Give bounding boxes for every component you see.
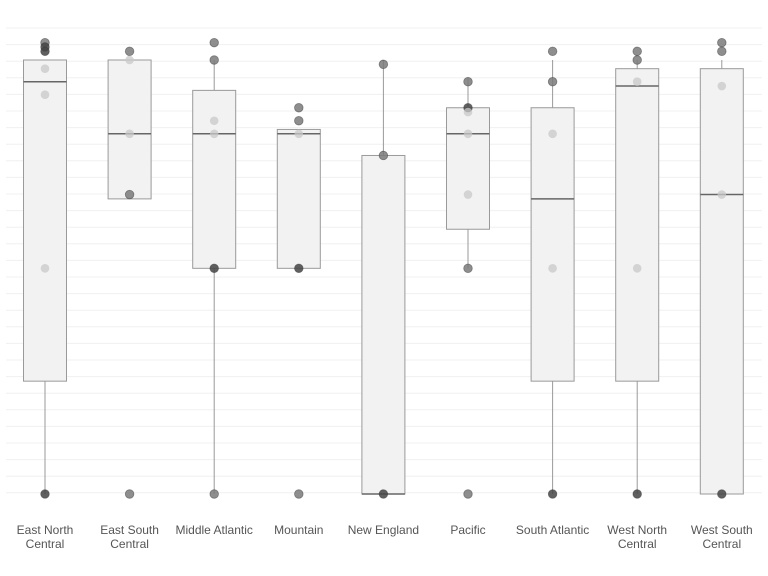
data-point [717,46,727,57]
x-tick-label-line: West North [607,523,667,537]
x-tick-label: Middle Atlantic [176,523,253,537]
x-tick-label-line: Central [702,537,741,551]
box-iqr [107,59,152,200]
data-point [717,81,727,91]
data-point [294,263,304,274]
box-iqr [23,59,67,382]
box-group [446,77,490,269]
x-tick-label-line: Middle Atlantic [176,523,253,537]
box-group [361,60,406,495]
x-tick-label: South Atlantic [516,523,589,537]
x-tick-label-line: Central [618,537,657,551]
data-point [125,55,134,65]
x-tick-label: Mountain [274,523,323,537]
data-point [548,264,557,273]
data-point [125,129,134,139]
box-iqr [615,68,660,382]
box-iqr [446,107,490,230]
data-point [632,489,642,499]
data-point [632,46,642,57]
data-point [463,190,473,199]
box-iqr [361,154,406,495]
data-point [632,77,642,86]
box-group [530,60,575,494]
x-tick-label: West North Central [607,523,667,551]
box-iqr [699,68,744,495]
data-point [209,55,219,65]
x-tick-label-line: East South [100,523,159,537]
data-point [294,116,304,126]
data-point [209,489,219,499]
data-point [209,116,219,126]
data-point [294,129,304,139]
box-iqr [276,128,321,269]
x-tick-label-line: New England [348,523,419,537]
x-tick-label-line: West South [691,523,753,537]
x-tick-label-line: South Atlantic [516,523,589,537]
box-group [615,60,660,494]
x-tick-label: West South Central [691,523,753,551]
box-group [699,60,744,495]
data-point [463,263,473,274]
data-point [547,46,558,57]
data-point [378,150,389,161]
data-point [717,489,727,499]
box-iqr [530,107,575,382]
data-point [40,64,50,73]
data-point [378,489,389,499]
x-tick-label-line: Pacific [450,523,485,537]
data-point [209,129,219,139]
data-point [547,76,558,87]
data-point [717,37,727,48]
box-group [276,128,321,269]
data-point [632,55,642,65]
data-point [40,489,50,499]
data-point [547,489,558,499]
x-tick-label-line: Mountain [274,523,323,537]
data-point [124,46,135,57]
data-point [717,190,727,199]
data-point [548,129,557,139]
x-tick-label-line: East North [17,523,74,537]
x-tick-label: Pacific [450,523,485,537]
data-point [463,107,473,117]
data-point [378,59,389,70]
point-layer [40,37,727,499]
data-point [463,76,473,87]
x-tick-label-line: Central [110,537,149,551]
data-point [209,263,219,274]
data-point [124,489,135,499]
box-group [23,59,67,494]
data-point [40,46,50,57]
data-point [40,90,50,100]
data-point [632,264,642,273]
x-tick-label: New England [348,523,419,537]
data-point [294,103,304,113]
data-point [40,264,50,273]
data-point [463,129,473,139]
box-layer [23,59,744,495]
data-point [209,37,219,48]
x-tick-label: East North Central [17,523,74,551]
data-point [463,489,473,499]
box-group [107,59,152,200]
data-point [124,189,135,200]
data-point [294,489,304,499]
x-tick-label-line: Central [26,537,65,551]
x-tick-label: East South Central [100,523,159,551]
